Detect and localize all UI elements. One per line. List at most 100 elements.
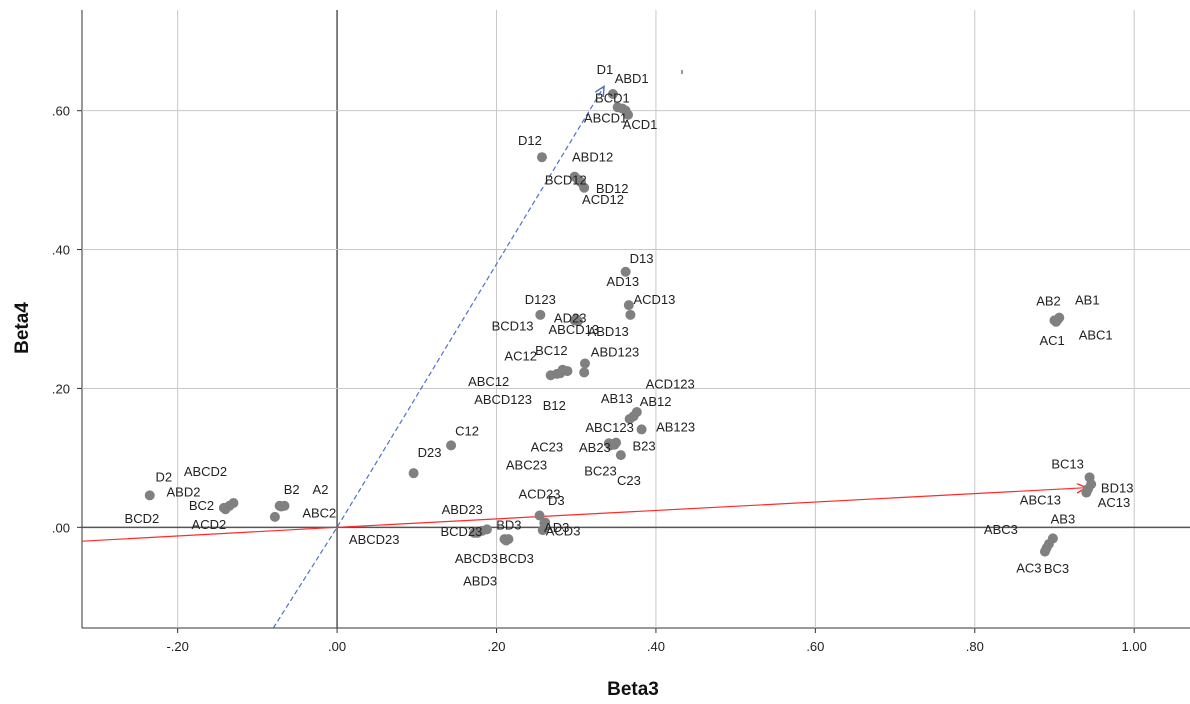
point-label-d1: D1	[597, 62, 614, 77]
point-label-bcd2: BCD2	[125, 511, 160, 526]
point-label-ac1: AC1	[1039, 333, 1064, 348]
point-label-ad13: AD13	[607, 274, 640, 289]
point-label-abd23: ABD23	[442, 502, 483, 517]
point-label-abcd123: ABCD123	[474, 392, 532, 407]
x-tick-label: .00	[328, 639, 346, 654]
x-axis-title: Beta3	[607, 679, 659, 700]
point-label-ac12: AC12	[504, 349, 537, 364]
point-label-abd2: ABD2	[167, 484, 201, 499]
point-label-bc2: BC2	[189, 498, 214, 513]
point-bcd2	[218, 502, 229, 513]
point-bc3	[1041, 543, 1052, 554]
point-ac13	[1082, 484, 1093, 495]
point-b12	[555, 368, 566, 379]
point-label-abc12: ABC12	[468, 374, 509, 389]
point-abc123	[624, 413, 635, 424]
point-label-ac23: AC23	[531, 439, 564, 454]
x-tick-label: .80	[966, 639, 984, 654]
x-tick-label: .20	[487, 639, 505, 654]
point-label-acd13: ACD13	[633, 292, 675, 307]
point-label-abd12: ABD12	[572, 150, 613, 165]
y-tick-label: .40	[52, 243, 70, 258]
vector-lines	[81, 86, 1086, 629]
point-label-b12: B12	[543, 398, 566, 413]
point-label-abcd1: ABCD1	[584, 111, 627, 126]
point-acd12	[575, 177, 586, 188]
point-label-acd3: ACD3	[546, 524, 581, 539]
y-tick-label: .00	[52, 520, 70, 535]
point-label-bc12: BC12	[535, 343, 568, 358]
point-label-bd3: BD3	[496, 517, 521, 532]
point-label-acd2: ACD2	[192, 517, 227, 532]
point-label-acd1: ACD1	[623, 117, 658, 132]
point-label-ab23: AB23	[579, 440, 611, 455]
point-label-b2: B2	[284, 482, 300, 497]
point-label-abc23: ABC23	[506, 457, 547, 472]
point-acd23	[534, 510, 545, 521]
point-label-bd12: BD12	[596, 181, 629, 196]
point-labels: D1ABD1BCD1ABCD1ACD1D12ABD12BCD12BD12ACD1…	[125, 62, 1134, 589]
x-tick-label: -.20	[166, 639, 188, 654]
point-ab3	[1047, 533, 1058, 544]
point-label-abcd3: ABCD3	[455, 551, 498, 566]
point-label-c23: C23	[617, 473, 641, 488]
point-label-ab12: AB12	[640, 394, 672, 409]
point-abc2	[276, 501, 287, 512]
point-label-a2: A2	[313, 482, 329, 497]
point-bd3	[481, 524, 492, 535]
point-label-abd3: ABD3	[463, 574, 497, 589]
point-label-c12: C12	[455, 423, 479, 438]
red-vector-line	[81, 488, 1086, 542]
point-label-bcd3: BCD3	[499, 551, 534, 566]
point-label-abc2: ABC2	[302, 506, 336, 521]
point-ad13	[623, 300, 634, 311]
point-c23	[615, 450, 626, 461]
point-abd123	[579, 358, 590, 369]
point-label-abc3: ABC3	[984, 522, 1018, 537]
point-acd3	[540, 517, 551, 528]
point-label-acd123: ACD123	[646, 377, 695, 392]
point-label-ab1: AB1	[1075, 293, 1100, 308]
point-label-bc13: BC13	[1051, 456, 1084, 471]
point-label-d12: D12	[518, 133, 542, 148]
point-acd13	[625, 309, 636, 320]
x-tick-label: .60	[806, 639, 824, 654]
point-label-bc3: BC3	[1044, 561, 1069, 576]
point-label-acd12: ACD12	[582, 192, 624, 207]
y-axis-title: Beta4	[12, 302, 33, 354]
point-abd3	[501, 535, 512, 546]
point-d23	[408, 468, 419, 479]
point-label-ab123: AB123	[656, 419, 695, 434]
point-label-abc1: ABC1	[1079, 328, 1113, 343]
point-abd13	[571, 314, 582, 324]
point-label-ad23: AD23	[554, 311, 587, 326]
point-abc1	[1052, 314, 1063, 325]
point-d123	[535, 309, 546, 320]
point-d1	[607, 89, 618, 100]
point-label-ab3: AB3	[1051, 511, 1076, 526]
point-label-d3: D3	[548, 493, 565, 508]
y-tick-label: .20	[52, 381, 70, 396]
point-label-ac3: AC3	[1016, 561, 1041, 576]
point-label-d13: D13	[630, 251, 654, 266]
y-tick-label: .60	[52, 104, 70, 119]
point-d12	[536, 152, 547, 163]
point-label-d123: D123	[525, 292, 556, 307]
point-bc23	[609, 439, 620, 450]
point-label-bcd12: BCD12	[545, 172, 587, 187]
point-label-d2: D2	[155, 469, 172, 484]
point-d13	[620, 266, 631, 277]
point-label-bc23: BC23	[584, 464, 617, 479]
point-ad3	[537, 525, 548, 536]
point-acd2	[269, 511, 280, 522]
axis-ticks: -.20 .00 .20 .40 .60 .80 1.00 .00 .20 .40 .60	[52, 104, 1147, 654]
point-ab123	[636, 424, 647, 435]
point-label-ad3: AD3	[544, 520, 569, 535]
point-label-abc123: ABC123	[585, 420, 633, 435]
point-label-abcd23: ABCD23	[349, 532, 400, 547]
point-label-bd13: BD13	[1101, 480, 1134, 495]
point-label-abd1: ABD1	[615, 71, 649, 86]
point-label-abd13: ABD13	[588, 324, 629, 339]
point-label-abcd2: ABCD2	[184, 464, 227, 479]
